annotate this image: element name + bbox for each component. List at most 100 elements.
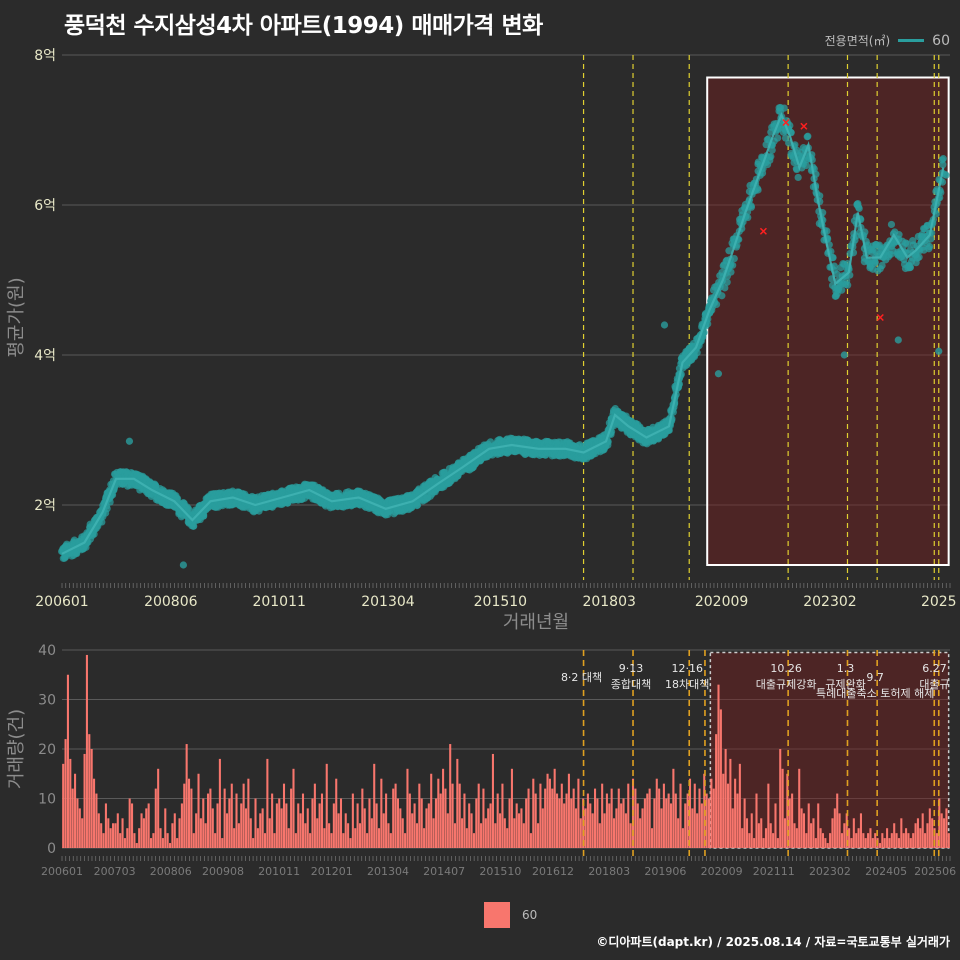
bottom-x-tick-label: 202405: [865, 865, 907, 878]
volume-bar: [499, 813, 502, 848]
volume-bar: [249, 818, 252, 848]
top-scatter-point: [184, 506, 192, 514]
volume-bar: [890, 833, 893, 848]
volume-bar: [935, 833, 938, 848]
volume-bar: [387, 823, 390, 848]
bottom-x-tick-label: 202111: [753, 865, 795, 878]
volume-bar: [734, 778, 737, 848]
top-scatter-point: [774, 134, 782, 142]
volume-bar: [736, 793, 739, 848]
volume-bar: [833, 808, 836, 848]
volume-bar: [451, 783, 454, 848]
volume-bar: [230, 783, 233, 848]
volume-bar: [76, 798, 79, 848]
top-scatter-point: [829, 253, 837, 262]
volume-bar: [152, 833, 155, 848]
volume-bar: [363, 808, 366, 848]
policy-annotation: 12·16: [671, 662, 703, 675]
volume-bar: [634, 788, 637, 848]
volume-bar: [423, 828, 426, 848]
volume-bar: [354, 828, 357, 848]
volume-bar: [297, 803, 300, 848]
policy-annotation: 6.27: [922, 662, 947, 675]
bottom-y-tick-label: 40: [38, 643, 56, 659]
volume-bar: [157, 768, 160, 848]
volume-bar: [781, 768, 784, 848]
volume-bar: [506, 828, 509, 848]
volume-bar: [909, 838, 912, 848]
volume-bar: [164, 808, 167, 848]
volume-bar: [741, 828, 744, 848]
top-scatter-point: [730, 254, 738, 263]
volume-bar: [380, 778, 383, 848]
legend-series-label: 60: [932, 32, 950, 49]
bottom-x-tick-label: 201201: [311, 865, 353, 878]
policy-annotation: 규제완화: [825, 678, 865, 691]
legend-bar-label: 60: [522, 908, 538, 922]
volume-bar: [902, 833, 905, 848]
volume-bar: [731, 808, 734, 848]
volume-bar: [836, 793, 839, 848]
bottom-x-tick-label: 201612: [532, 865, 574, 878]
bottom-x-tick-label: 200601: [41, 865, 83, 878]
volume-bar: [437, 778, 440, 848]
volume-bar: [874, 833, 877, 848]
volume-bar: [931, 818, 934, 848]
bottom-y-tick-label: 10: [38, 792, 56, 808]
volume-bar: [97, 813, 100, 848]
volume-bar: [855, 833, 858, 848]
volume-bar: [515, 803, 518, 848]
volume-bar: [646, 793, 649, 848]
volume-bar: [183, 783, 186, 848]
volume-bar: [501, 783, 504, 848]
volume-bar: [943, 818, 946, 848]
volume-bar: [928, 808, 931, 848]
volume-bar: [430, 773, 433, 848]
volume-bar: [266, 758, 269, 848]
volume-bar: [612, 818, 616, 848]
volume-bar: [636, 803, 639, 848]
top-cross-stroke: [782, 118, 790, 127]
bottom-x-tick-label: 201011: [258, 865, 300, 878]
volume-bar: [857, 828, 860, 848]
volume-bar: [69, 758, 72, 848]
top-outlier-point: [894, 336, 902, 344]
top-cross-stroke: [800, 122, 808, 130]
top-scatter-point: [712, 300, 721, 309]
volume-bar: [62, 763, 65, 848]
volume-bar: [74, 773, 77, 848]
volume-bar: [586, 793, 589, 848]
volume-bar: [814, 838, 817, 848]
bottom-x-tick-label: 201304: [367, 865, 409, 878]
volume-bar: [655, 778, 658, 848]
volume-bar: [135, 843, 138, 848]
volume-bar: [180, 803, 183, 848]
volume-bar: [273, 833, 276, 848]
volume-bar: [883, 838, 886, 848]
volume-bar: [290, 788, 293, 848]
volume-bar: [897, 838, 900, 848]
page-title: 풍덕천 수지삼성4차 아파트(1994) 매매가격 변화: [64, 13, 543, 39]
volume-bar: [282, 783, 286, 848]
volume-bar: [648, 788, 651, 848]
volume-bar: [404, 833, 407, 848]
volume-bar: [719, 709, 722, 848]
top-scatter-point: [939, 155, 947, 163]
volume-bar: [508, 798, 511, 848]
volume-bar: [553, 768, 556, 848]
volume-bar: [603, 813, 606, 848]
top-x-tick-label: 200806: [144, 594, 198, 610]
volume-bar: [558, 798, 561, 848]
volume-bar: [368, 798, 371, 848]
top-outlier-point: [840, 351, 848, 359]
volume-bar: [116, 813, 119, 848]
volume-bar: [256, 828, 259, 848]
volume-bar: [947, 833, 950, 848]
top-scatter-point: [871, 258, 879, 266]
bottom-y-tick-label: 20: [38, 742, 56, 758]
top-x-tick-label: 202302: [803, 594, 856, 610]
volume-bar: [764, 828, 768, 848]
volume-bar: [769, 823, 772, 848]
volume-bar: [247, 778, 250, 848]
volume-bar: [617, 788, 620, 848]
